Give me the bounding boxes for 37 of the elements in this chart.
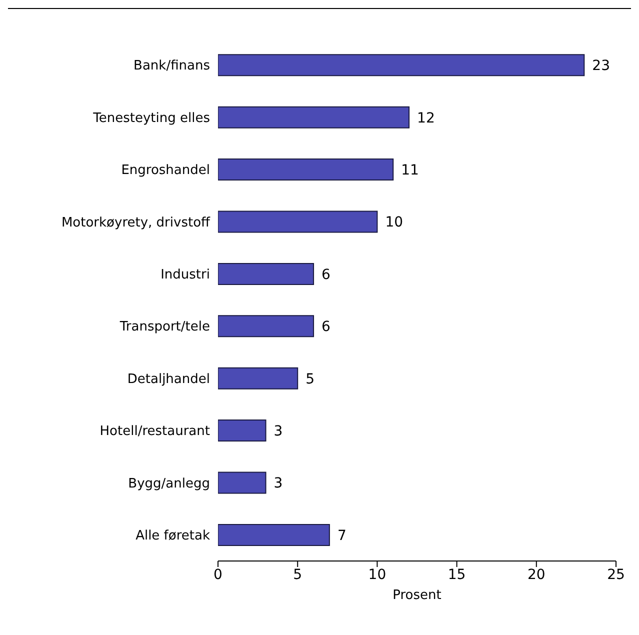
x-axis-title: Prosent bbox=[392, 588, 442, 603]
x-tick-label: 20 bbox=[527, 566, 546, 583]
bar bbox=[218, 367, 298, 390]
data-label: 11 bbox=[401, 162, 419, 179]
data-label: 23 bbox=[592, 58, 610, 74]
data-label: 3 bbox=[274, 424, 283, 440]
y-tick-label: Alle føretak bbox=[136, 528, 210, 544]
data-label: 5 bbox=[306, 371, 315, 388]
data-label: 7 bbox=[337, 528, 346, 544]
y-tick-label: Engroshandel bbox=[121, 163, 210, 178]
y-tick-label: Detaljhandel bbox=[127, 372, 210, 387]
bar bbox=[218, 158, 394, 181]
y-tick-label: Hotell/restaurant bbox=[100, 424, 210, 440]
bar bbox=[218, 315, 314, 338]
data-label: 6 bbox=[322, 266, 331, 283]
bar bbox=[218, 420, 266, 442]
bar bbox=[218, 210, 378, 233]
y-tick-label: Tenesteyting elles bbox=[92, 110, 210, 126]
data-label: 6 bbox=[322, 319, 331, 336]
bar bbox=[218, 524, 330, 546]
x-tick-label: 15 bbox=[448, 566, 466, 583]
bar bbox=[218, 54, 585, 76]
x-tick-label: 0 bbox=[214, 566, 222, 583]
y-tick-label: Industri bbox=[160, 268, 210, 283]
y-tick-label: Motorkøyrety, drivstoff bbox=[61, 215, 212, 230]
y-tick-label: Transport/tele bbox=[118, 320, 210, 335]
data-label: 3 bbox=[274, 476, 283, 492]
x-tick-label: 10 bbox=[368, 566, 386, 583]
y-tick-label: Bank/finans bbox=[134, 58, 210, 74]
y-tick-label: Bygg/anlegg bbox=[128, 476, 210, 492]
bar bbox=[218, 106, 410, 128]
x-tick-label: 25 bbox=[607, 566, 625, 583]
bar bbox=[218, 262, 314, 285]
data-label: 10 bbox=[385, 214, 404, 231]
data-label: 12 bbox=[417, 110, 435, 126]
bar bbox=[218, 472, 266, 494]
x-tick-label: 5 bbox=[293, 566, 302, 583]
